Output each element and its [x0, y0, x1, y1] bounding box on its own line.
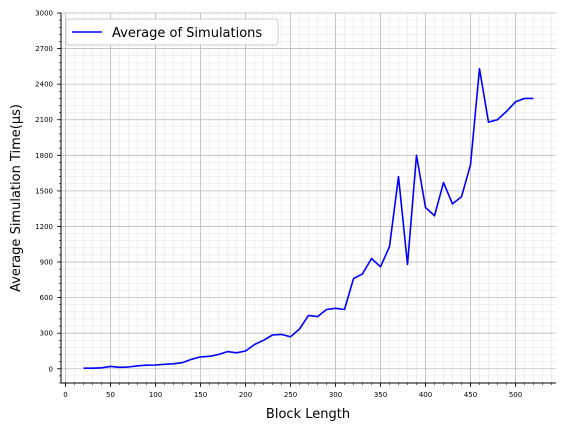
- y-tick-label: 300: [40, 330, 53, 338]
- x-tick-label: 200: [239, 391, 252, 399]
- y-tick-label: 3000: [35, 10, 53, 18]
- y-tick-label: 2100: [35, 116, 53, 124]
- y-tick-label: 600: [40, 294, 53, 302]
- x-tick-label: 150: [194, 391, 207, 399]
- legend: Average of Simulations: [66, 19, 278, 45]
- y-tick-label: 0: [49, 365, 53, 373]
- y-tick-label: 1800: [35, 152, 53, 160]
- x-tick-label: 50: [106, 391, 115, 399]
- y-tick-label: 1200: [35, 223, 53, 231]
- y-tick-label: 2700: [35, 45, 53, 53]
- x-tick-label: 350: [374, 391, 387, 399]
- x-tick-label: 500: [509, 391, 522, 399]
- x-tick-label: 300: [329, 391, 342, 399]
- x-tick-label: 250: [284, 391, 297, 399]
- x-tick-label: 400: [419, 391, 432, 399]
- x-tick-label: 450: [464, 391, 477, 399]
- y-tick-label: 900: [40, 259, 53, 267]
- y-tick-label: 2400: [35, 81, 53, 89]
- x-axis-label: Block Length: [266, 407, 350, 422]
- minor-grid: [61, 13, 556, 383]
- x-tick-label: 100: [149, 391, 162, 399]
- x-tick-label: 0: [63, 391, 67, 399]
- y-axis-label: Average Simulation Time(µs): [9, 104, 24, 292]
- y-tick-label: 1500: [35, 187, 53, 195]
- legend-label: Average of Simulations: [112, 26, 262, 41]
